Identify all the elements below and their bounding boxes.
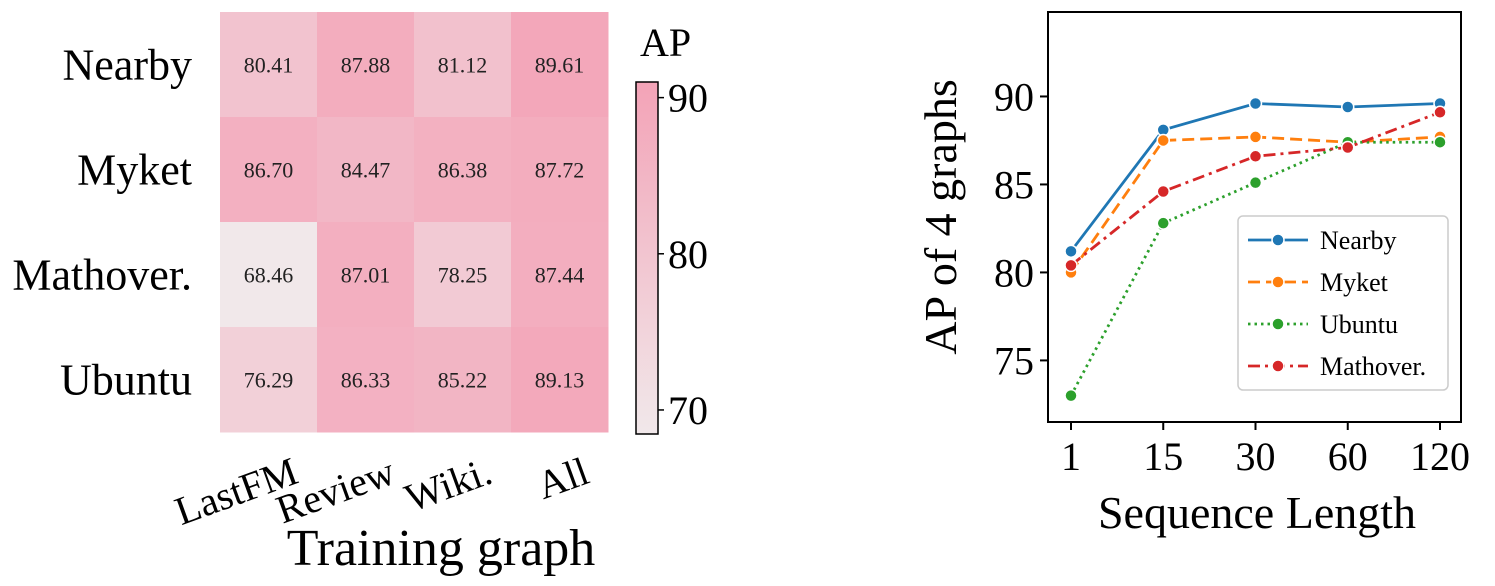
data-point [1248,149,1263,164]
line-series [1064,96,1447,403]
y-axis-label: AP of 4 graphs [915,79,966,355]
heatmap-cell-label: 89.13 [535,368,585,393]
heatmap-cell-label: 87.01 [341,263,391,288]
heatmap-cell [511,222,609,328]
colorbar-tick-label: 70 [668,388,708,433]
data-point [1064,258,1078,273]
colorbar-gradient [635,81,659,435]
data-point [1341,100,1355,114]
heatmap-cell-label: 87.44 [535,263,585,288]
heatmap-cell-label: 85.22 [438,368,488,393]
heatmap-cell-label: 87.72 [535,158,585,183]
colorbar-ticks: 70 80 90 [658,76,708,433]
x-tick-label: 30 [1236,434,1276,479]
heatmap-cell-label: 80.41 [244,53,294,78]
data-point [1433,105,1447,120]
x-tick-label: 120 [1410,434,1470,479]
heatmap-cell [317,222,415,328]
data-point [1248,175,1263,190]
heatmap-cell [511,327,609,433]
y-tick-label: 75 [994,338,1034,383]
data-point [1156,133,1170,148]
x-tick-label: 60 [1328,434,1368,479]
series-line [1069,140,1440,397]
y-tick-label: 85 [994,162,1034,207]
heatmap-cell-label: 87.88 [341,53,391,78]
heatmap-column-label: Wiki. [399,448,497,521]
heatmap-cell-label: 86.33 [341,368,391,393]
x-axis-label: Sequence Length [1098,487,1416,538]
heatmap-cell [414,117,512,223]
legend-marker [1271,233,1285,247]
series-mathover [1064,105,1447,273]
heatmap-cell [220,117,318,223]
heatmap-cells [220,12,609,433]
heatmap-chart: 80.41 87.88 81.12 89.61 86.70 84.47 86.38 87.72… [12,12,708,577]
heatmap-cell-label: 86.38 [438,158,488,183]
heatmap-row-label: Nearby [63,41,193,90]
x-tick-label: 1 [1061,434,1081,479]
heatmap-cell-label: 78.25 [438,263,488,288]
legend-box [1237,215,1449,391]
data-point [1433,135,1447,149]
x-axis-ticks: 1 15 30 60 120 [1061,422,1470,479]
heatmap-cell [220,222,318,328]
line-chart: 75 80 85 90 1 15 30 60 120 Sequence Length AP o… [915,11,1470,538]
heatmap-row-label: Ubuntu [60,356,192,405]
colorbar-tick-label: 80 [668,232,708,277]
heatmap-cell [414,222,512,328]
x-tick-label: 15 [1143,434,1183,479]
heatmap-cell [220,327,318,433]
heatmap-cell-label: 68.46 [244,263,294,288]
heatmap-row-label: Myket [77,146,192,195]
heatmap-cell [414,327,512,433]
heatmap-cell-label: 86.70 [244,158,294,183]
heatmap-cell [317,117,415,223]
legend-marker [1271,275,1285,289]
data-point [1156,216,1170,230]
series-nearby [1064,96,1447,259]
data-point [1064,388,1078,403]
y-tick-label: 80 [994,250,1034,295]
legend-items: Nearby Myket Ubuntu Mathover. [1248,226,1426,381]
heatmap-cell-label: 76.29 [244,368,294,393]
heatmap-cell [414,12,512,118]
heatmap-column-label: All [531,448,594,508]
heatmap-cell [511,12,609,118]
heatmap-cell-label: 89.61 [535,53,585,78]
heatmap-cell [511,117,609,223]
heatmap-cell-label: 81.12 [438,53,488,78]
data-point [1248,130,1263,144]
legend: Nearby Myket Ubuntu Mathover. [1237,215,1449,391]
data-point [1248,96,1263,111]
data-point [1156,184,1170,199]
legend-marker [1271,359,1285,373]
legend-marker [1271,317,1285,331]
y-tick-label: 90 [994,74,1034,119]
heatmap-row-label: Mathover. [12,251,192,300]
heatmap-row-labels: Nearby Myket Mathover. Ubuntu [12,41,192,405]
colorbar: AP 70 80 90 [635,20,708,435]
heatmap-x-axis-label: Training graph [287,520,596,577]
legend-label: Myket [1320,268,1389,297]
heatmap-cell-labels: 80.41 87.88 81.12 89.61 86.70 84.47 86.38 87.72… [244,53,585,393]
heatmap-cell [317,12,415,118]
colorbar-label: AP [640,20,691,65]
legend-label: Mathover. [1320,352,1426,381]
data-point [1341,140,1355,155]
legend-label: Ubuntu [1320,310,1398,339]
heatmap-cell [220,12,318,118]
heatmap-cell [317,327,415,433]
y-axis-ticks: 75 80 85 90 [994,74,1048,383]
data-point [1064,244,1078,259]
series-line [1070,110,1441,267]
heatmap-cell-label: 84.47 [341,158,391,183]
colorbar-tick-label: 90 [668,76,708,121]
legend-label: Nearby [1320,226,1397,255]
